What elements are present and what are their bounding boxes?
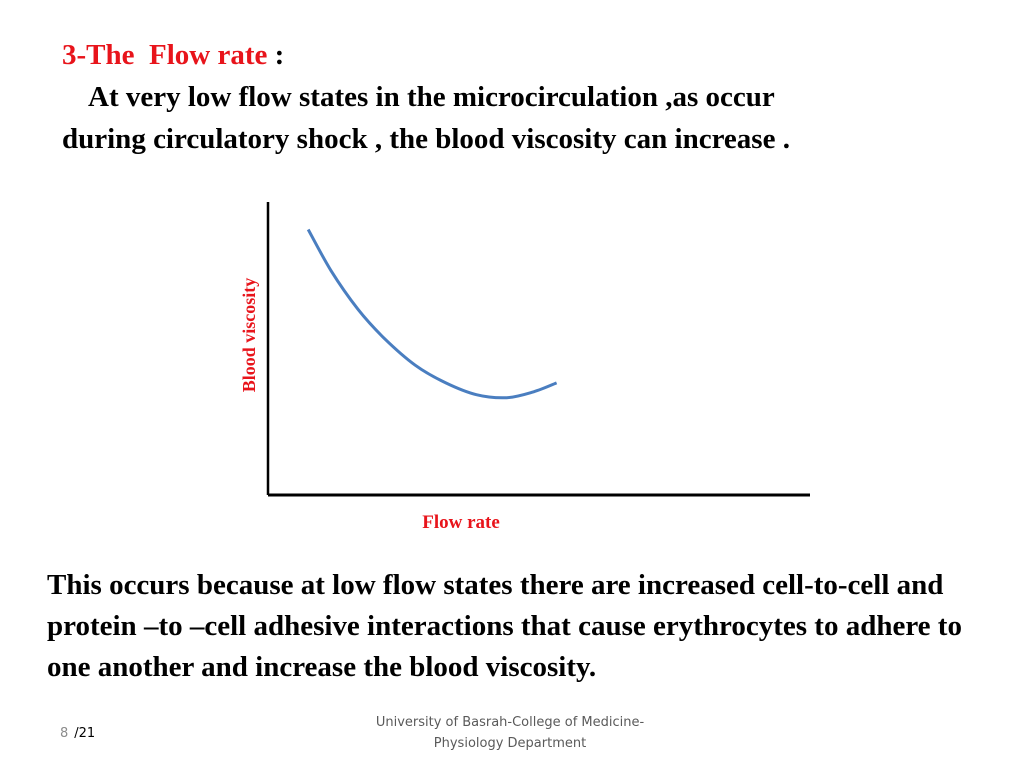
page-total: /21 bbox=[74, 726, 96, 741]
y-axis-label: Blood viscosity bbox=[239, 278, 259, 393]
page-current: 8 bbox=[60, 726, 69, 741]
x-axis-label: Flow rate bbox=[422, 512, 500, 533]
viscosity-curve bbox=[306, 228, 558, 400]
intro-line-2: during circulatory shock , the blood vis… bbox=[62, 123, 790, 155]
title-colon: : bbox=[267, 39, 285, 71]
viscosity-flow-chart: Blood viscosity Flow rate bbox=[239, 202, 810, 533]
footer-line-2: Physiology Department bbox=[433, 736, 587, 751]
footer-line-1: University of Basrah-College of Medicine… bbox=[375, 715, 645, 730]
explanation-paragraph: This occurs because at low flow states t… bbox=[47, 569, 962, 683]
intro-line-1: At very low flow states in the microcirc… bbox=[88, 81, 775, 113]
title-highlight: 3-The Flow rate bbox=[62, 39, 268, 71]
slide-title: 3-The Flow rate : bbox=[62, 34, 962, 76]
footer: University of Basrah-College of Medicine… bbox=[340, 712, 680, 754]
page-number: 8/21 bbox=[60, 726, 95, 741]
slide-header: 3-The Flow rate : At very low flow state… bbox=[62, 34, 962, 160]
